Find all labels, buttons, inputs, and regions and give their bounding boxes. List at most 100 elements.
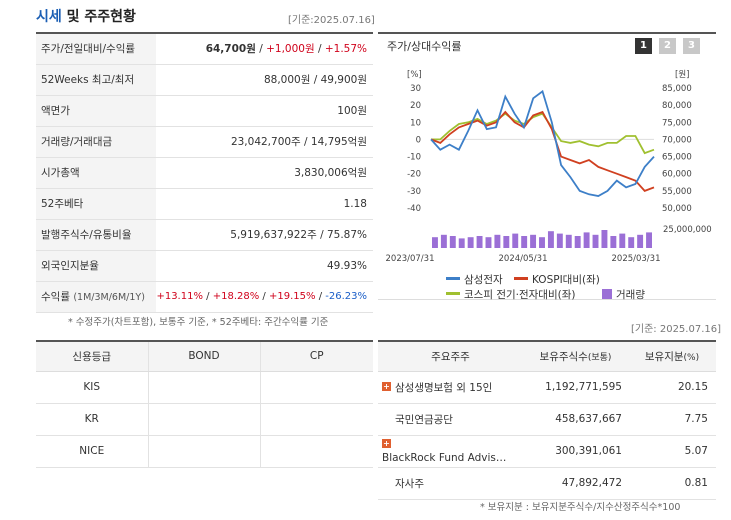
bond-rating (147, 371, 260, 404)
expand-icon[interactable]: + (382, 382, 391, 391)
y-tick-label-right: 50,000 (662, 204, 692, 214)
shareholder-cell: 자사주 (378, 467, 523, 500)
info-note: * 수정주가(차트포함), 보통주 기준, * 52주베타: 주간수익률 기준 (68, 317, 329, 328)
table-header-row: 신용등급 BOND CP (36, 340, 373, 372)
y-tick-label-left: 10 (410, 118, 421, 128)
legend-swatch (514, 277, 528, 280)
table-header-row: 주요주주 보유주식수(보통) 보유지분(%) (378, 340, 716, 372)
period-button-2[interactable]: 2 (659, 38, 676, 54)
volume-bar (521, 236, 528, 248)
y-tick-label-left: 20 (410, 101, 421, 111)
table-row: 외국인지분율 49.93% (36, 250, 373, 282)
info-label: 수익률 (1M/3M/6M/1Y) (36, 281, 157, 313)
shares-held: 47,892,472 (523, 467, 628, 500)
shareholder-name: 국민연금공단 (395, 413, 453, 426)
volume-bar (458, 238, 465, 248)
share-pct: 20.15 (628, 371, 716, 404)
agency-name: KR (36, 403, 148, 436)
table-row: 자사주 47,892,472 0.81 (378, 467, 716, 500)
volume-bar (503, 236, 510, 248)
agency-name: KIS (36, 371, 148, 404)
table-row: 발행주식수/유통비율 5,919,637,922주 / 75.87% (36, 219, 373, 251)
y-tick-label-right: 65,000 (662, 153, 692, 163)
shares-held: 458,637,667 (523, 403, 628, 436)
expand-icon[interactable]: + (382, 438, 391, 448)
page-title: 시세 및 주주현황 (36, 6, 136, 26)
volume-bar (628, 237, 635, 248)
legend-label: 삼성전자 (464, 274, 503, 286)
price-value: 64,700원 (205, 43, 256, 56)
shareholder-cell: + BlackRock Fund Advisors 외 15인 (378, 435, 523, 468)
title-highlight: 시세 (36, 9, 62, 25)
volume-bar (485, 237, 492, 248)
returns-sub-label: (1M/3M/6M/1Y) (73, 292, 145, 303)
info-value: 5,919,637,922주 / 75.87% (156, 219, 373, 251)
price-chart: [%] [원] 30 20 10 0 -10 -20 -30 -40 85,000 80,000… (386, 70, 712, 264)
volume-bar (476, 236, 483, 248)
column-header: BOND (147, 340, 260, 372)
y-tick-label-left: -40 (407, 204, 421, 214)
info-value: 100원 (156, 95, 373, 127)
info-label: 52주베타 (36, 188, 157, 220)
volume-bar (565, 234, 572, 248)
series-line (430, 89, 655, 197)
info-label: 액면가 (36, 95, 157, 127)
legend-label: KOSPI대비(좌) (532, 274, 600, 286)
legend-swatch (602, 289, 612, 299)
table-row: 52주베타 1.18 (36, 188, 373, 220)
share-pct: 5.07 (628, 435, 716, 468)
shareholder-name: BlackRock Fund Advisors 외 15인 (382, 451, 512, 464)
separator: / (206, 291, 210, 302)
info-label: 주가/전일대비/수익률 (36, 32, 157, 65)
table-row: 주가/전일대비/수익률 64,700원 / +1,000원 / +1.57% (36, 32, 373, 65)
y-tick-label-right: 70,000 (662, 135, 692, 145)
period-button-3[interactable]: 3 (683, 38, 700, 54)
info-label: 52Weeks 최고/최저 (36, 64, 157, 96)
volume-bar (539, 237, 545, 248)
volume-bar (583, 232, 590, 248)
table-row: 시가총액 3,830,006억원 (36, 157, 373, 189)
info-value: 1.18 (156, 188, 373, 220)
separator: / (314, 43, 325, 56)
column-header-sub: (%) (683, 352, 700, 363)
volume-bar (646, 232, 652, 248)
y-tick-label-right: 55,000 (662, 187, 692, 197)
column-header: 신용등급 (36, 340, 148, 372)
info-value: 23,042,700주 / 14,795억원 (156, 126, 373, 158)
x-tick-label: 2024/05/31 (499, 254, 548, 264)
column-header: 보유주식수(보통) (523, 340, 628, 372)
table-row: + 삼성생명보험 외 15인 1,192,771,595 20.15 (378, 371, 716, 404)
cp-rating (259, 403, 373, 436)
volume-bar (592, 234, 599, 248)
column-header-label: 보유지분 (644, 350, 684, 363)
cp-rating (259, 371, 373, 404)
legend-swatch (446, 292, 460, 295)
period-button-1[interactable]: 1 (635, 38, 652, 54)
y-tick-label-right: 75,000 (662, 118, 692, 128)
table-row: 액면가 100원 (36, 95, 373, 127)
separator: / (262, 291, 266, 302)
volume-tick-label: 25,000,000 (663, 225, 712, 235)
chart-title: 주가/상대수익률 (387, 40, 462, 53)
y-tick-label-right: 85,000 (662, 84, 692, 94)
column-header-label: 보유주식수 (539, 350, 588, 363)
volume-bar (432, 237, 438, 248)
volume-bar (530, 234, 537, 248)
volume-bar (610, 236, 617, 248)
y-tick-label-right: 80,000 (662, 101, 692, 111)
y-tick-label-left: -30 (407, 187, 421, 197)
shares-held: 300,391,061 (523, 435, 628, 468)
left-unit: [%] (407, 70, 422, 80)
agency-name: NICE (36, 435, 148, 468)
return-1m: +13.11% (156, 291, 203, 302)
column-header: CP (259, 340, 373, 372)
volume-bar (547, 231, 554, 248)
volume-bar (512, 233, 519, 248)
volume-bar (619, 233, 626, 248)
share-pct: 0.81 (628, 467, 716, 500)
separator: / (318, 291, 323, 302)
legend-item: KOSPI대비(좌) (514, 272, 600, 287)
series-line (431, 112, 655, 155)
series-line (430, 110, 655, 192)
info-label: 시가총액 (36, 157, 157, 189)
